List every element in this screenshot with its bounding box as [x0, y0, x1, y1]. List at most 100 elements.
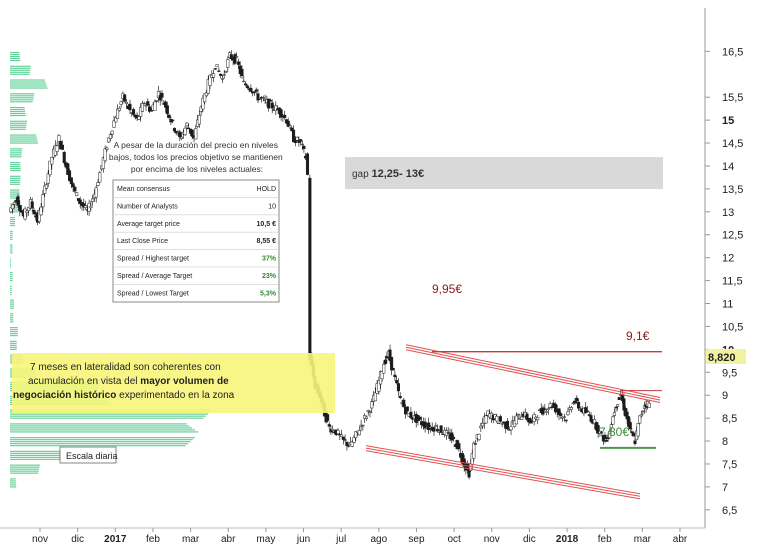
candle-body: [514, 415, 518, 425]
candle-body: [593, 418, 597, 424]
volume-profile-bar: [10, 189, 20, 191]
x-tick-label: mar: [182, 534, 200, 545]
volume-profile-bar: [10, 234, 13, 236]
volume-profile-bar: [10, 482, 16, 484]
volume-profile-bar: [10, 244, 13, 246]
volume-profile-bar: [10, 260, 11, 262]
note-line-1: A pesar de la duración del precio en niv…: [114, 140, 278, 150]
candle-body: [222, 74, 226, 76]
candle-body: [326, 414, 330, 421]
candle-body: [185, 122, 189, 127]
candle-body: [206, 79, 210, 94]
yellow-note: 7 meses en lateralidad son coherentes co…: [13, 362, 235, 401]
candle-body: [589, 415, 593, 422]
candle-body: [636, 423, 640, 437]
candle-body: [562, 416, 566, 418]
x-axis: nov dic 2017 feb mar abr may jun jul ago sep oct nov…: [32, 528, 688, 545]
candle-body: [341, 436, 345, 440]
candle-body: [505, 420, 510, 430]
candle-body: [164, 101, 168, 108]
x-tick-label: abr: [221, 534, 236, 545]
volume-profile-bar: [10, 209, 19, 211]
trend-lines: [365, 344, 662, 500]
volume-profile-bar: [10, 112, 26, 115]
candle-body: [500, 423, 504, 425]
candle-body: [481, 423, 485, 427]
y-tick-label: 7: [722, 482, 728, 494]
candle-body: [603, 434, 607, 439]
volume-profile-bar: [10, 274, 13, 276]
note-line-3: por encima de los niveles actuales:: [131, 164, 263, 174]
candle-body: [439, 425, 443, 433]
candle-body: [249, 87, 253, 92]
candle-body: [288, 125, 292, 128]
candle-body: [208, 74, 212, 86]
x-tick-label: ago: [370, 534, 387, 545]
volume-profile-bar: [10, 439, 193, 441]
volume-profile-bar: [10, 285, 12, 287]
candle-body: [194, 128, 198, 140]
candle-body: [219, 73, 223, 76]
candle-body: [305, 153, 310, 175]
volume-profile-bar: [10, 165, 21, 168]
candle-body: [516, 413, 520, 416]
volume-profile-bar: [10, 69, 31, 71]
x-tick-label: dic: [71, 534, 84, 545]
volume-profile-bar: [10, 276, 13, 278]
volume-profile-bar: [10, 57, 21, 60]
candle-body: [148, 106, 152, 112]
candle-body: [343, 439, 347, 441]
volume-profile-bar: [10, 179, 21, 181]
candle-body: [293, 138, 297, 144]
volume-profile-bar: [10, 313, 14, 315]
candle-body: [569, 407, 574, 410]
candle-body: [242, 80, 246, 83]
candle-body: [472, 442, 476, 459]
volume-profile-bar: [10, 138, 38, 140]
candle-body: [274, 105, 278, 111]
candle-body: [382, 364, 386, 374]
volume-profile-bar: [10, 329, 18, 331]
volume-profile-bar: [10, 301, 14, 303]
candle-body: [366, 410, 370, 412]
volume-profile-bar: [10, 413, 209, 415]
candle-body: [149, 110, 153, 112]
candle-body: [604, 439, 609, 442]
candle-body: [545, 411, 549, 413]
channel-lower-line: [365, 445, 641, 495]
candle-body: [452, 436, 456, 440]
candle-body: [124, 101, 128, 104]
candle-body: [116, 108, 120, 119]
candle-body: [393, 374, 397, 378]
candle-body: [427, 422, 431, 431]
candle-body: [571, 402, 575, 404]
y-tick-label: 15: [722, 115, 734, 127]
volume-profile-bar: [10, 264, 11, 266]
volume-profile-bar: [10, 124, 27, 126]
candle-body: [71, 183, 75, 188]
candle-body: [20, 210, 24, 213]
channel-lower-line: [365, 450, 641, 500]
candle-body: [217, 70, 221, 72]
table-cell-label: Spread / Lowest Target: [117, 290, 189, 297]
volume-profile-bar: [10, 95, 35, 97]
volume-profile-bar: [10, 427, 193, 429]
candle-body: [258, 98, 262, 100]
candle-body: [553, 403, 558, 413]
table-cell-value: 10: [268, 203, 276, 210]
candle-body: [155, 100, 159, 102]
candle-body: [596, 425, 600, 434]
yellow-note-line2b: mayor volumen de: [140, 376, 229, 387]
candle-body: [32, 209, 36, 215]
volume-profile-bar: [10, 152, 22, 154]
table-cell-label: Average target price: [117, 221, 180, 228]
y-tick-label: 12,5: [722, 230, 743, 242]
y-tick-label: 8: [722, 436, 728, 448]
candle-body: [564, 419, 568, 422]
candle-body: [460, 453, 464, 464]
x-tick-label: nov: [32, 534, 48, 545]
candle-body: [171, 119, 175, 122]
candle-body: [201, 97, 205, 110]
table-cell-value: 23%: [262, 273, 277, 280]
